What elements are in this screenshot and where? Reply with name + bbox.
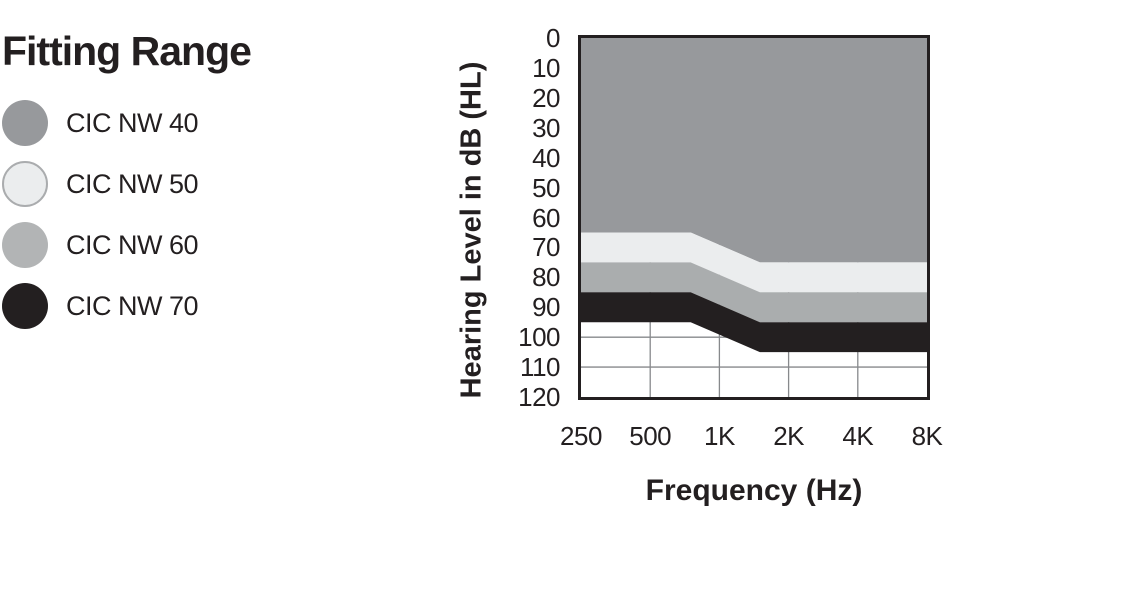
- y-tick-label: 100: [518, 322, 560, 353]
- x-tick-label: 4K: [842, 421, 874, 451]
- x-tick-label: 1K: [703, 421, 735, 451]
- legend-swatch-icon: [2, 161, 48, 207]
- legend-swatch-icon: [2, 100, 48, 146]
- y-tick-label: 110: [520, 352, 560, 383]
- legend-item-cic-nw-70: CIC NW 70: [2, 282, 199, 330]
- legend-item-cic-nw-40: CIC NW 40: [2, 99, 199, 147]
- band-area-cic-nw-60: [581, 262, 927, 323]
- legend-item-cic-nw-50: CIC NW 50: [2, 160, 199, 208]
- page-title: Fitting Range: [2, 28, 252, 74]
- y-tick-label: 0: [546, 23, 560, 53]
- x-tick-label: 8K: [911, 421, 943, 451]
- legend-label: CIC NW 40: [66, 107, 199, 138]
- y-tick-label: 70: [532, 232, 560, 263]
- x-tick-label: 250: [560, 421, 602, 451]
- y-tick-label: 40: [532, 142, 560, 173]
- y-tick-label: 90: [532, 292, 560, 323]
- y-tick-label: 60: [532, 202, 560, 233]
- legend-item-cic-nw-60: CIC NW 60: [2, 221, 199, 269]
- legend-label: CIC NW 50: [66, 168, 199, 199]
- band-area-cic-nw-50: [581, 232, 927, 293]
- legend-label: CIC NW 60: [66, 229, 199, 260]
- x-tick-label: 2K: [773, 421, 804, 451]
- legend-swatch-icon: [2, 283, 48, 329]
- y-tick-label: 50: [532, 172, 560, 203]
- fitting-range-chart: [578, 35, 930, 400]
- y-tick-label: 10: [532, 52, 560, 83]
- x-tick-label: 500: [629, 421, 672, 451]
- legend: CIC NW 40 CIC NW 50 CIC NW 60 CIC NW 70: [2, 99, 199, 330]
- plot-border: [578, 35, 930, 400]
- x-axis-title: Frequency (Hz): [645, 474, 863, 507]
- band-area-cic-nw-40: [581, 38, 927, 263]
- y-tick-label: 80: [532, 262, 560, 293]
- band-area-cic-nw-70: [581, 292, 927, 353]
- y-tick-label: 120: [518, 382, 560, 412]
- legend-swatch-icon: [2, 222, 48, 268]
- y-tick-label: 30: [532, 112, 560, 143]
- legend-label: CIC NW 70: [66, 290, 199, 321]
- y-tick-label: 20: [532, 82, 560, 113]
